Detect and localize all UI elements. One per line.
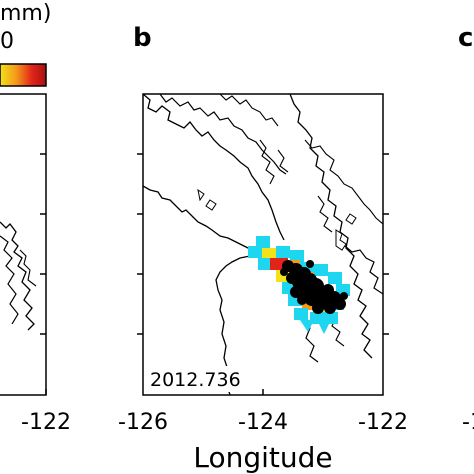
panel-b-tick-label: -122: [358, 410, 408, 435]
panel-a-tick-label: -122: [21, 410, 71, 435]
tremor-cluster: [280, 260, 348, 314]
coastline-island: [143, 185, 259, 253]
panel-a-frame: [0, 93, 47, 396]
panel-b: b: [118, 23, 408, 474]
colorbar: [0, 63, 47, 87]
coastline-mainland: [289, 94, 373, 359]
panel-b-letter: b: [133, 23, 152, 53]
panel-b-tick-label: -126: [118, 410, 168, 435]
panel-a-coastline: [0, 221, 37, 331]
panel-c-tick-label: -1: [462, 410, 474, 435]
x-axis-title: Longitude: [193, 441, 332, 474]
panel-b-tick-label: -124: [238, 410, 288, 435]
colorbar-tick-label: 0: [0, 29, 14, 54]
panel-b-date: 2012.736: [150, 369, 241, 391]
panel-c-partial: c -1: [458, 23, 474, 435]
colorbar-label: mm): [0, 1, 51, 26]
panel-a-partial: mm) 0 -122: [0, 1, 71, 435]
panel-c-letter: c: [458, 23, 473, 53]
coastline-peninsula: [215, 251, 259, 395]
panel-b-map: [143, 94, 383, 395]
